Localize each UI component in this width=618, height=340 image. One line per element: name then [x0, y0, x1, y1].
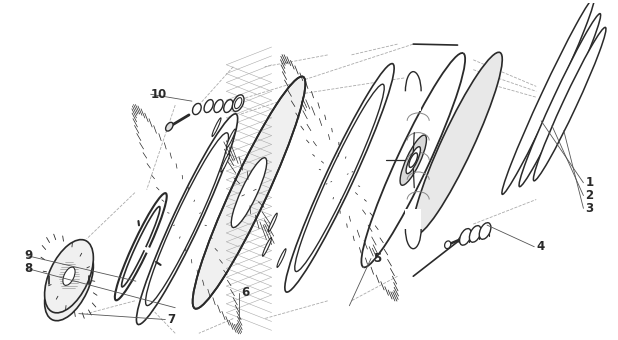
Ellipse shape	[224, 100, 233, 113]
Ellipse shape	[263, 238, 271, 256]
Ellipse shape	[268, 213, 277, 232]
Ellipse shape	[193, 103, 201, 115]
Ellipse shape	[232, 95, 244, 112]
Ellipse shape	[212, 118, 221, 136]
Ellipse shape	[285, 64, 394, 292]
Ellipse shape	[221, 153, 230, 172]
Polygon shape	[405, 209, 421, 249]
Ellipse shape	[519, 14, 601, 187]
Ellipse shape	[409, 153, 418, 167]
Ellipse shape	[231, 158, 267, 227]
Ellipse shape	[277, 249, 286, 267]
Polygon shape	[405, 72, 421, 111]
Ellipse shape	[444, 241, 451, 249]
Text: 5: 5	[373, 252, 381, 265]
Ellipse shape	[44, 240, 93, 313]
Ellipse shape	[234, 98, 242, 108]
Ellipse shape	[413, 52, 502, 235]
Ellipse shape	[166, 122, 173, 131]
Ellipse shape	[145, 133, 229, 306]
Text: 8: 8	[25, 262, 33, 275]
Ellipse shape	[44, 248, 93, 321]
Ellipse shape	[400, 135, 426, 185]
Ellipse shape	[533, 28, 606, 181]
Ellipse shape	[295, 84, 384, 272]
Text: 3: 3	[585, 202, 593, 215]
Ellipse shape	[193, 76, 305, 309]
Ellipse shape	[460, 228, 471, 245]
Ellipse shape	[137, 114, 238, 325]
Ellipse shape	[63, 267, 75, 285]
Text: 10: 10	[151, 88, 167, 101]
Text: 2: 2	[585, 189, 593, 202]
Ellipse shape	[459, 237, 463, 243]
Ellipse shape	[479, 223, 491, 239]
Text: 9: 9	[25, 249, 33, 262]
Text: 6: 6	[241, 287, 250, 300]
Ellipse shape	[226, 129, 235, 148]
Text: 1: 1	[585, 176, 593, 189]
Text: 4: 4	[536, 240, 544, 253]
Ellipse shape	[204, 100, 213, 113]
Ellipse shape	[502, 0, 594, 194]
Text: 7: 7	[167, 313, 176, 326]
Ellipse shape	[470, 226, 481, 242]
Ellipse shape	[214, 100, 223, 113]
Ellipse shape	[406, 147, 420, 174]
